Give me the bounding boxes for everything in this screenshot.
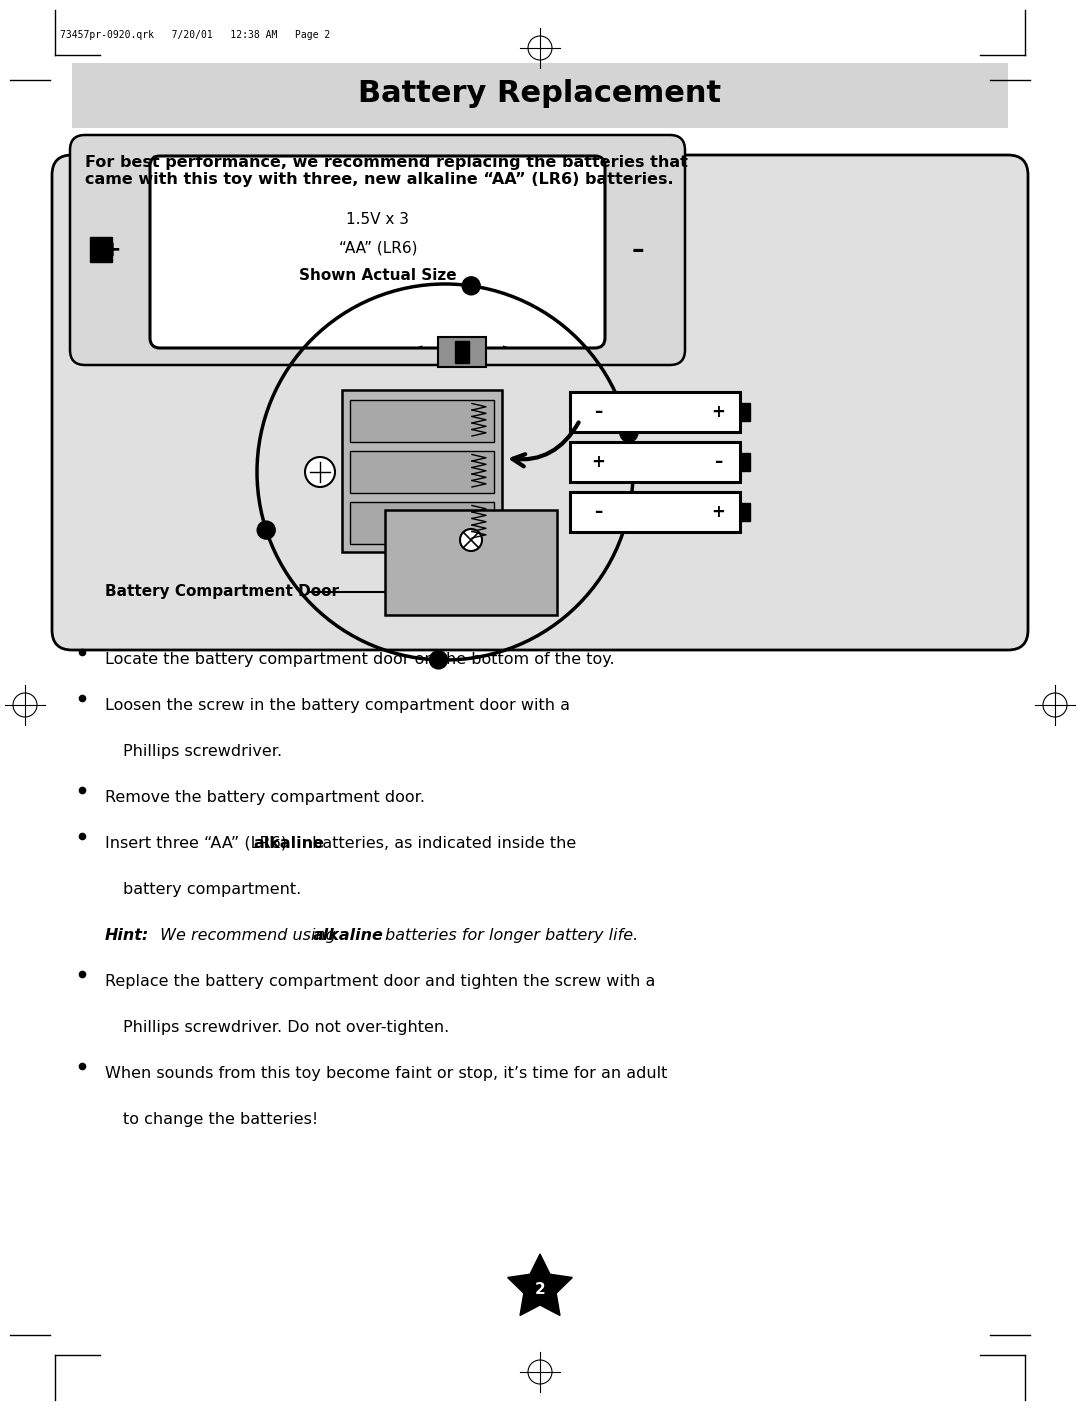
Text: Remove the battery compartment door.: Remove the battery compartment door. <box>105 790 426 805</box>
Bar <box>570 392 740 431</box>
Circle shape <box>305 457 335 486</box>
Text: Insert three “AA” (LR6): Insert three “AA” (LR6) <box>105 836 292 852</box>
Text: –: – <box>714 453 723 471</box>
Bar <box>740 403 750 422</box>
Circle shape <box>460 529 482 551</box>
Text: Shown Actual Size: Shown Actual Size <box>299 268 457 283</box>
Bar <box>384 510 557 615</box>
Bar <box>570 441 740 482</box>
Text: When sounds from this toy become faint or stop, it’s time for an adult: When sounds from this toy become faint o… <box>105 1066 667 1081</box>
Circle shape <box>430 651 447 668</box>
Text: +: + <box>711 503 725 522</box>
Bar <box>342 391 502 551</box>
Polygon shape <box>508 1253 572 1316</box>
Text: alkaline: alkaline <box>254 836 325 852</box>
Text: –: – <box>594 503 603 522</box>
Text: batteries, as indicated inside the: batteries, as indicated inside the <box>308 836 577 852</box>
Text: +: + <box>711 403 725 422</box>
Text: Locate the battery compartment door on the bottom of the toy.: Locate the battery compartment door on t… <box>105 651 615 667</box>
FancyBboxPatch shape <box>72 63 1008 128</box>
Text: Hint:: Hint: <box>105 928 149 943</box>
Bar <box>570 492 740 532</box>
Text: 73457pr-0920.qrk   7/20/01   12:38 AM   Page 2: 73457pr-0920.qrk 7/20/01 12:38 AM Page 2 <box>60 30 330 39</box>
Text: 1.5V x 3: 1.5V x 3 <box>347 213 409 227</box>
Circle shape <box>462 276 481 295</box>
Circle shape <box>257 522 275 539</box>
Text: We recommend using: We recommend using <box>156 928 341 943</box>
Text: For best performance, we recommend replacing the batteries that
came with this t: For best performance, we recommend repla… <box>85 155 688 188</box>
Bar <box>350 400 494 441</box>
Text: Phillips screwdriver.: Phillips screwdriver. <box>123 744 282 759</box>
Text: Replace the battery compartment door and tighten the screw with a: Replace the battery compartment door and… <box>105 974 656 988</box>
Text: ◄: ◄ <box>417 344 422 350</box>
Text: Battery Replacement: Battery Replacement <box>359 79 721 109</box>
Bar <box>350 502 494 544</box>
Bar <box>438 337 486 367</box>
FancyBboxPatch shape <box>52 155 1028 650</box>
Text: –: – <box>594 403 603 422</box>
Text: Battery Compartment Door: Battery Compartment Door <box>105 585 339 599</box>
FancyBboxPatch shape <box>150 157 605 348</box>
Bar <box>740 503 750 522</box>
Text: Phillips screwdriver. Do not over-tighten.: Phillips screwdriver. Do not over-tighte… <box>123 1019 449 1035</box>
Circle shape <box>620 424 638 441</box>
Text: to change the batteries!: to change the batteries! <box>123 1112 319 1127</box>
Bar <box>350 451 494 493</box>
Text: ►: ► <box>503 344 509 350</box>
Bar <box>90 237 112 262</box>
Text: batteries for longer battery life.: batteries for longer battery life. <box>380 928 638 943</box>
Bar <box>455 341 469 362</box>
Text: 2: 2 <box>535 1283 545 1297</box>
Text: “AA” (LR6): “AA” (LR6) <box>339 241 417 255</box>
Text: –: – <box>632 238 645 262</box>
Text: Loosen the screw in the battery compartment door with a: Loosen the screw in the battery compartm… <box>105 698 570 713</box>
Text: battery compartment.: battery compartment. <box>123 883 301 897</box>
Text: +: + <box>591 453 605 471</box>
Bar <box>740 453 750 471</box>
Text: alkaline: alkaline <box>313 928 383 943</box>
FancyBboxPatch shape <box>70 135 685 365</box>
Text: +: + <box>103 240 121 259</box>
